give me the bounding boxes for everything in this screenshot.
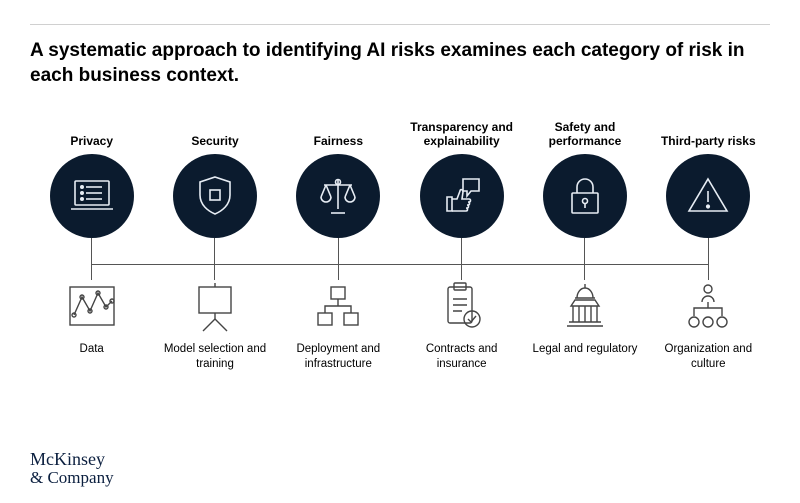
context-col: Data [30, 278, 153, 371]
context-col: Legal and regulatory [523, 278, 646, 371]
scales-icon [311, 169, 365, 223]
people-org-icon [680, 278, 736, 334]
context-label: Deployment and infrastructure [283, 342, 393, 371]
context-col: Model selection and training [153, 278, 276, 371]
connector-stem [708, 264, 709, 280]
connector-stem [338, 264, 339, 280]
context-label: Data [80, 342, 104, 356]
bracket-line [92, 264, 709, 265]
context-label: Model selection and training [160, 342, 270, 371]
risk-circle [173, 154, 257, 238]
risk-col: Transparency and explainability [400, 116, 523, 238]
risk-label: Privacy [70, 116, 113, 148]
headline: A systematic approach to identifying AI … [30, 39, 770, 88]
brand-line1: McKinsey [30, 450, 114, 469]
risk-circle [543, 154, 627, 238]
context-label: Organization and culture [653, 342, 763, 371]
risk-col: Privacy [30, 116, 153, 238]
connector-stem [91, 238, 92, 264]
context-col: Contracts and insurance [400, 278, 523, 371]
context-label: Contracts and insurance [407, 342, 517, 371]
lock-icon [558, 169, 612, 223]
capitol-icon [557, 278, 613, 334]
easel-icon [187, 278, 243, 334]
connector-stem [708, 238, 709, 264]
shield-icon [188, 169, 242, 223]
risk-label: Safety and performance [530, 116, 640, 148]
risk-circle [50, 154, 134, 238]
top-rule [30, 24, 770, 25]
risks-row: Privacy Security [30, 116, 770, 238]
risk-circle [420, 154, 504, 238]
stems-top-row [30, 238, 770, 264]
connector-stem [338, 238, 339, 264]
context-col: Deployment and infrastructure [277, 278, 400, 371]
laptop-list-icon [65, 169, 119, 223]
risk-label: Transparency and explainability [407, 116, 517, 148]
chart-icon [64, 278, 120, 334]
brand-line2: & Company [30, 469, 114, 487]
context-col: Organization and culture [647, 278, 770, 371]
connector-stem [214, 264, 215, 280]
risk-col: Third-party risks [647, 116, 770, 238]
connector-stem [214, 238, 215, 264]
risk-col: Safety and performance [523, 116, 646, 238]
risk-label: Security [191, 116, 238, 148]
connector-stem [584, 238, 585, 264]
risk-label: Fairness [314, 116, 363, 148]
contexts-row: Data Model selection and training [30, 278, 770, 371]
risk-col: Security [153, 116, 276, 238]
thumbs-speech-icon [435, 169, 489, 223]
risk-label: Third-party risks [661, 116, 756, 148]
connector-stem [584, 264, 585, 280]
connector-stem [91, 264, 92, 280]
risk-col: Fairness [277, 116, 400, 238]
connector-stem [461, 264, 462, 280]
risk-circle [666, 154, 750, 238]
warning-icon [681, 169, 735, 223]
clipboard-check-icon [434, 278, 490, 334]
org-boxes-icon [310, 278, 366, 334]
context-label: Legal and regulatory [533, 342, 638, 356]
risk-circle [296, 154, 380, 238]
bracket-row [30, 264, 770, 278]
connector-stem [461, 238, 462, 264]
brand-logo: McKinsey & Company [30, 450, 114, 487]
